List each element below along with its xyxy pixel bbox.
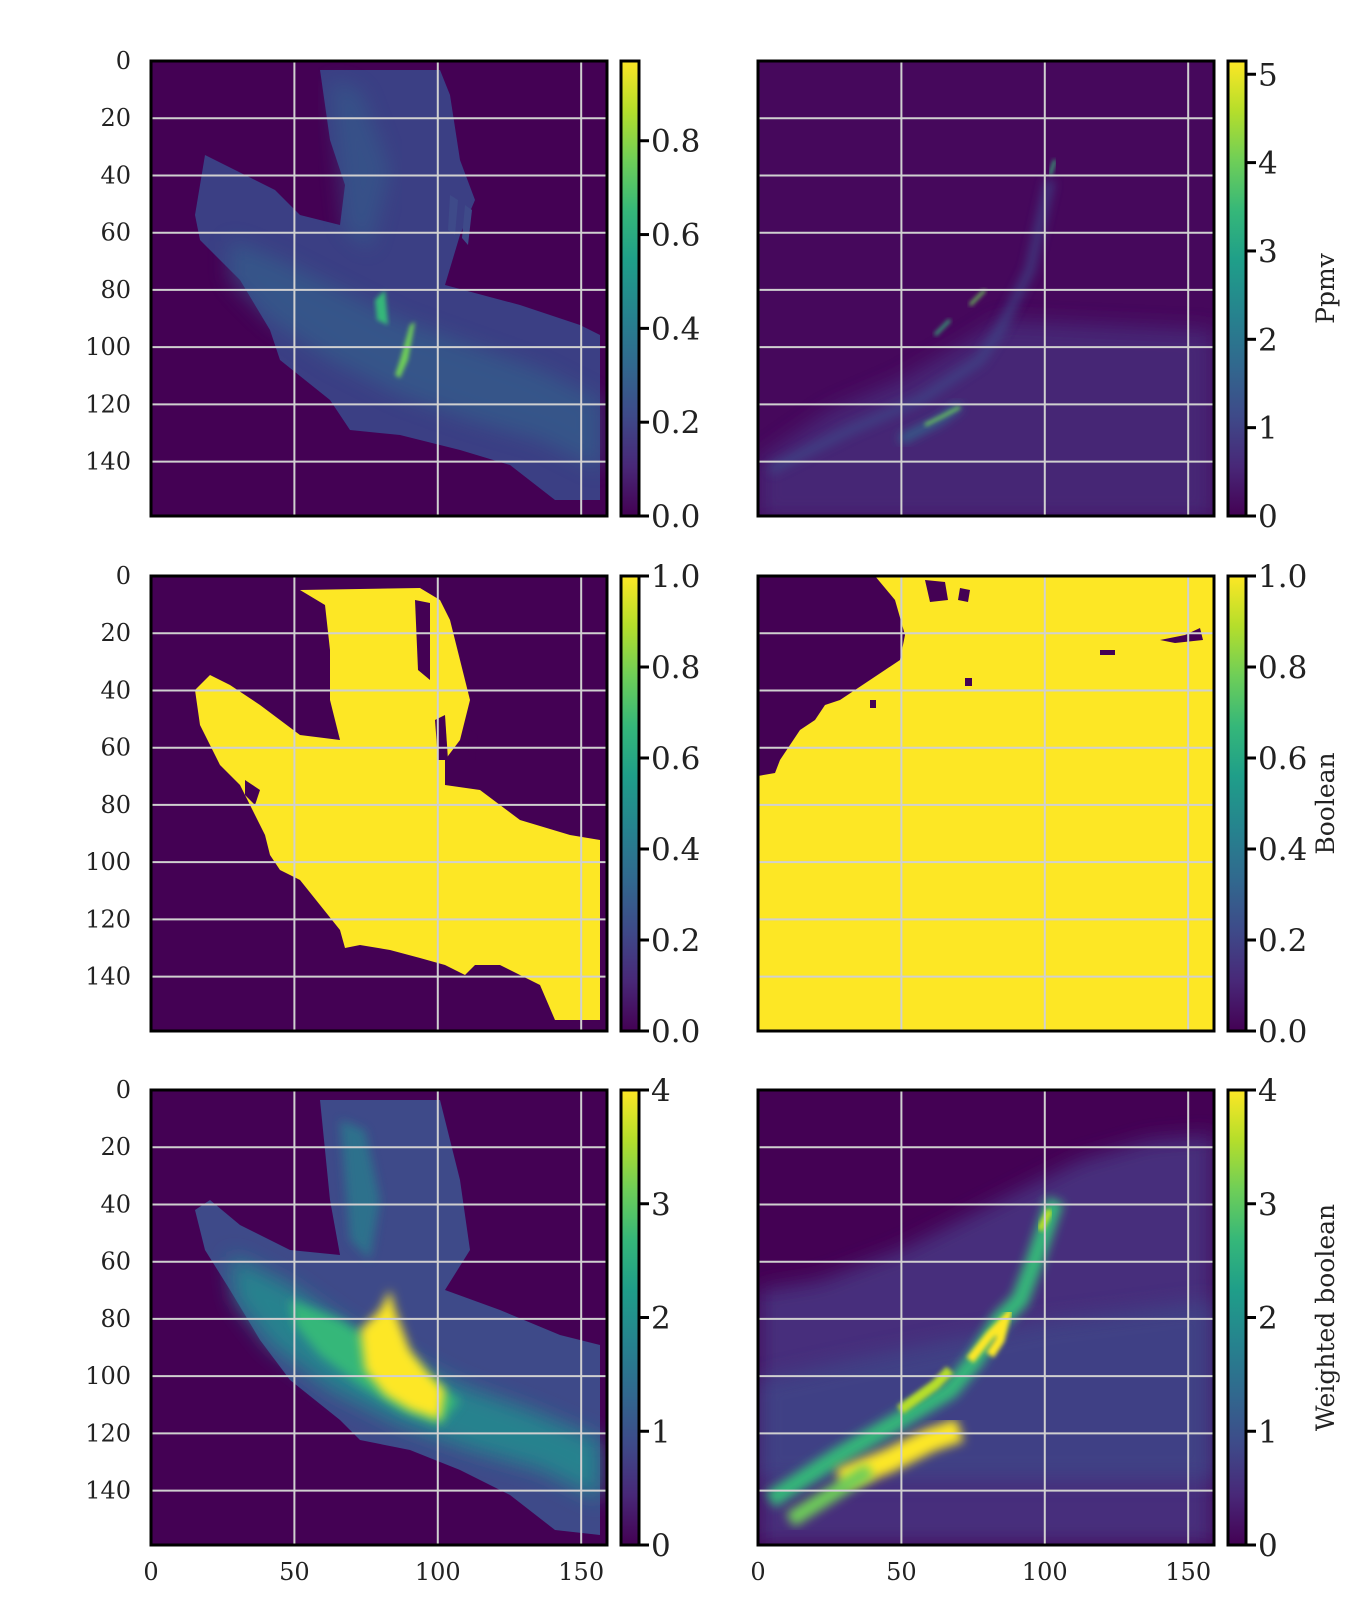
y-tick-label: 80 [100, 1305, 131, 1333]
colorbar-tick-label: 0.2 [1258, 923, 1307, 959]
colorbar-gradient [1226, 1088, 1248, 1547]
y-tick-label: 100 [85, 848, 131, 876]
y-tick-label: 80 [100, 791, 131, 819]
axes-frame [149, 1088, 609, 1547]
heatmap-image-r0c0 [151, 61, 607, 516]
x-tick-label: 100 [415, 1558, 461, 1586]
colorbar-tick-label: 0 [651, 1528, 671, 1564]
y-tick-label: 0 [116, 1076, 131, 1104]
heatmap-image-r2c0 [151, 1090, 607, 1545]
y-tick-label: 60 [100, 734, 131, 762]
colorbar-tick-label: 2 [1258, 1301, 1278, 1337]
colorbar-tick-label: 1.0 [1258, 559, 1307, 595]
colorbar-tick-label: 0.4 [651, 311, 700, 347]
colorbar-label: Boolean [1311, 752, 1340, 854]
heatmap-image-r1c0 [151, 576, 607, 1031]
x-tick-label: 150 [1165, 1558, 1211, 1586]
colorbar-tick-label: 0.0 [651, 499, 700, 535]
y-tick-label: 80 [100, 276, 131, 304]
colorbar-tick-label: 4 [1258, 146, 1278, 182]
colorbar-tick-label: 3 [651, 1187, 671, 1223]
colorbar-tick-label: 1 [1258, 411, 1278, 447]
x-tick-label: 50 [886, 1558, 917, 1586]
colorbar-gradient [619, 574, 641, 1033]
colorbar-gradient [1226, 59, 1248, 518]
colorbar-r0c0: 0.0 0.2 0.4 0.6 0.8 [619, 59, 700, 535]
colorbar-r0c1: 0 1 2 3 4 5 Ppmv [1226, 57, 1340, 535]
colorbar-tick-label: 4 [651, 1073, 671, 1109]
axes-r2c1: 0 50 100 150 0 1 2 3 4 Weighted boolean [750, 1073, 1340, 1586]
axes-r0c0: 0 20 40 60 80 100 120 140 0.0 0.2 0.4 0.6 0.8 [85, 47, 700, 535]
y-tick-label: 0 [116, 47, 131, 75]
colorbar-tick-label: 0.4 [651, 832, 700, 868]
y-tick-label: 100 [85, 1362, 131, 1390]
colorbar-tick-label: 3 [1258, 1187, 1278, 1223]
x-tick-label: 0 [750, 1558, 765, 1586]
colorbar-gradient [619, 1088, 641, 1547]
colorbar-tick-label: 5 [1258, 57, 1278, 93]
x-tick-label: 0 [143, 1558, 158, 1586]
y-tick-label: 120 [85, 390, 131, 418]
colorbar-gradient [1226, 574, 1248, 1033]
colorbar-tick-label: 1 [651, 1414, 671, 1450]
y-tick-label: 40 [100, 1190, 131, 1218]
heatmap-image-r1c1 [758, 576, 1214, 1031]
y-tick-label: 100 [85, 333, 131, 361]
x-tick-label: 50 [279, 1558, 310, 1586]
y-tick-label: 120 [85, 905, 131, 933]
y-tick-label: 60 [100, 1248, 131, 1276]
colorbar-tick-label: 0.0 [1258, 1014, 1307, 1050]
colorbar-tick-label: 0 [1258, 1528, 1278, 1564]
axes-r1c1: 0.0 0.2 0.4 0.6 0.8 1.0 Boolean [756, 559, 1340, 1050]
colorbar-tick-label: 0.2 [651, 923, 700, 959]
axes-frame [756, 59, 1216, 518]
y-tick-label: 140 [85, 1477, 131, 1505]
y-tick-label: 140 [85, 963, 131, 991]
colorbar-label: Weighted boolean [1311, 1204, 1340, 1431]
heatmap-image-r2c1 [758, 1090, 1214, 1545]
axes-r2c0: 0 20 40 60 80 100 120 140 0 50 100 150 0 1 2 3 4 [85, 1073, 671, 1586]
y-tick-label: 20 [100, 104, 131, 132]
colorbar-tick-label: 0.2 [651, 405, 700, 441]
colorbar-label: Ppmv [1311, 252, 1340, 324]
colorbar-tick-label: 4 [1258, 1073, 1278, 1109]
x-tick-label: 150 [558, 1558, 604, 1586]
y-tick-label: 60 [100, 219, 131, 247]
colorbar-tick-label: 3 [1258, 234, 1278, 270]
y-tick-label: 120 [85, 1419, 131, 1447]
y-tick-label: 140 [85, 448, 131, 476]
colorbar-tick-label: 0.8 [651, 650, 700, 686]
axes-frame [756, 574, 1216, 1033]
colorbar-tick-label: 1 [1258, 1414, 1278, 1450]
colorbar-tick-label: 0 [1258, 499, 1278, 535]
colorbar-r1c1: 0.0 0.2 0.4 0.6 0.8 1.0 Boolean [1226, 559, 1340, 1050]
y-tick-label: 40 [100, 676, 131, 704]
colorbar-tick-label: 2 [1258, 322, 1278, 358]
colorbar-tick-label: 0.8 [1258, 650, 1307, 686]
colorbar-tick-label: 0.6 [651, 741, 700, 777]
axes-frame [756, 1088, 1216, 1547]
axes-r1c0: 0 20 40 60 80 100 120 140 0.0 0.2 0.4 0.6 0.8 1.0 [85, 559, 700, 1050]
x-tick-label: 100 [1022, 1558, 1068, 1586]
axes-frame [149, 59, 609, 518]
heatmap-image-r0c1 [758, 61, 1214, 516]
colorbar-tick-label: 0.6 [651, 218, 700, 254]
y-tick-label: 20 [100, 619, 131, 647]
colorbar-r1c0: 0.0 0.2 0.4 0.6 0.8 1.0 [619, 559, 700, 1050]
axes-frame [149, 574, 609, 1033]
colorbar-tick-label: 2 [651, 1301, 671, 1337]
colorbar-tick-label: 0.0 [651, 1014, 700, 1050]
colorbar-tick-label: 0.4 [1258, 832, 1307, 868]
colorbar-r2c1: 0 1 2 3 4 Weighted boolean [1226, 1073, 1340, 1564]
colorbar-gradient [619, 59, 641, 518]
colorbar-tick-label: 0.6 [1258, 741, 1307, 777]
axes-r0c1: 0 1 2 3 4 5 Ppmv [756, 57, 1340, 535]
y-tick-label: 40 [100, 161, 131, 189]
y-tick-label: 20 [100, 1133, 131, 1161]
y-tick-label: 0 [116, 562, 131, 590]
colorbar-r2c0: 0 1 2 3 4 [619, 1073, 671, 1564]
colorbar-tick-label: 1.0 [651, 559, 700, 595]
colorbar-tick-label: 0.8 [651, 124, 700, 160]
